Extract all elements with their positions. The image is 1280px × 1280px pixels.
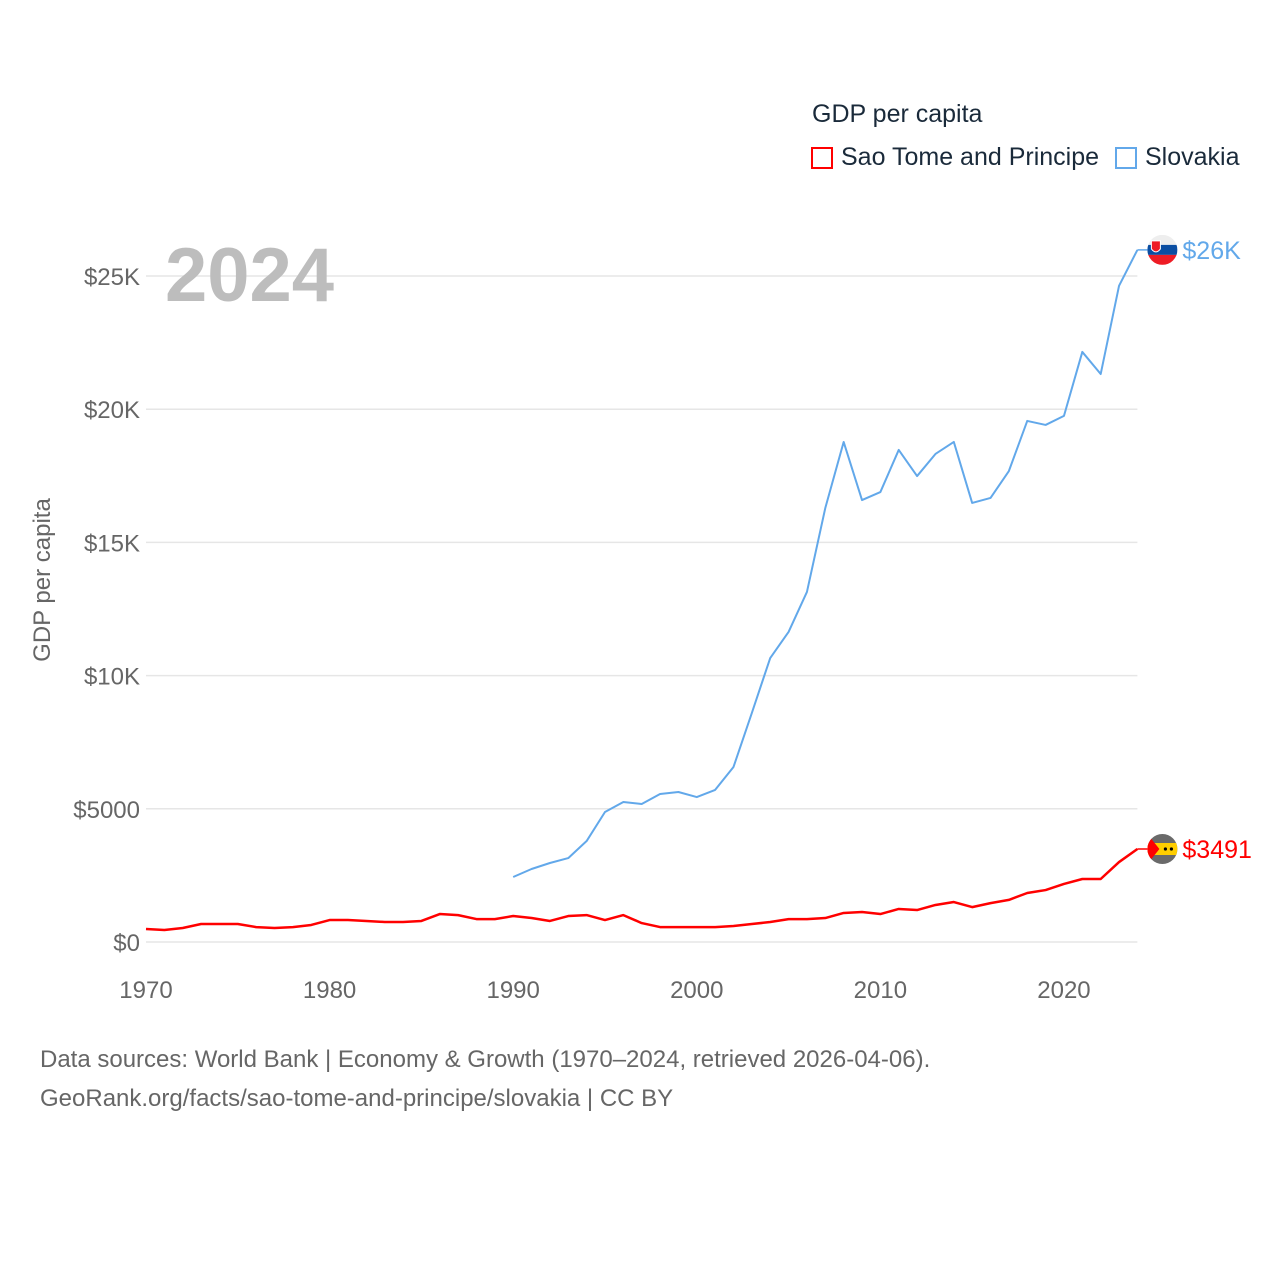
legend-swatch xyxy=(811,146,833,169)
x-tick-label: 2020 xyxy=(1037,977,1090,1004)
y-tick-label: $0 xyxy=(113,930,140,957)
legend-item-sao-tome[interactable]: Sao Tome and Principe xyxy=(811,143,1099,172)
x-tick-label: 2010 xyxy=(854,977,907,1004)
legend-label: Sao Tome and Principe xyxy=(841,143,1100,171)
legend-label: Slovakia xyxy=(1145,143,1240,171)
y-tick-label: $25K xyxy=(84,264,140,291)
attribution-link[interactable]: GeoRank.org/facts/sao-tome-and-principe/… xyxy=(40,1085,674,1112)
legend-item-slovakia[interactable]: Slovakia xyxy=(1115,143,1240,172)
end-value-label: $3491 xyxy=(1182,836,1252,864)
slovakia-flag-icon xyxy=(1147,234,1178,265)
x-tick-label: 1990 xyxy=(486,977,539,1004)
data-source-text: Data sources: World Bank | Economy & Gro… xyxy=(40,1046,931,1073)
y-axis-label: GDP per capita xyxy=(29,498,56,662)
y-tick-label: $20K xyxy=(84,397,140,424)
legend-swatch xyxy=(1115,146,1137,169)
y-tick-label: $15K xyxy=(84,530,140,557)
x-tick-label: 1980 xyxy=(303,977,356,1004)
x-tick-label: 2000 xyxy=(670,977,723,1004)
series-line-sao-tome xyxy=(145,847,1139,932)
sao-tome-flag-icon xyxy=(1147,833,1178,864)
year-watermark: 2024 xyxy=(165,233,334,318)
end-value-label: $26K xyxy=(1182,237,1241,265)
x-tick-label: 1970 xyxy=(119,977,172,1004)
y-tick-label: $10K xyxy=(84,664,140,691)
y-tick-label: $5000 xyxy=(73,797,140,824)
series-line-slovakia xyxy=(512,249,1139,878)
legend-title: GDP per capita xyxy=(812,100,983,128)
